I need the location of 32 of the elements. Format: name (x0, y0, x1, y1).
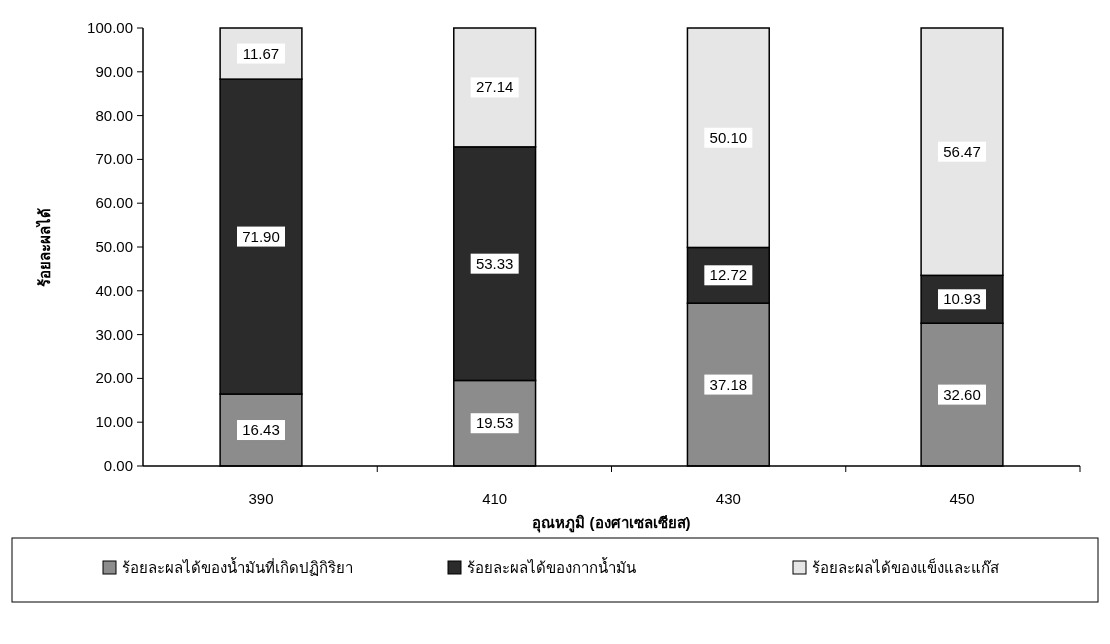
data-label: 11.67 (242, 44, 280, 62)
x-axis-title: อุณหภูมิ (องศาเซลเซียส) (532, 514, 691, 533)
x-tick-label: 390 (248, 490, 274, 507)
data-label: 37.18 (709, 375, 748, 393)
y-tick-label: 40.00 (95, 281, 133, 299)
y-axis-title: ร้อยละผลได้ (35, 207, 53, 287)
legend-label: ร้อยละผลได้ของน้ำมันที่เกิดปฏิกิริยา (122, 557, 353, 576)
y-tick-label: 0.00 (103, 457, 133, 474)
data-label: 16.43 (242, 421, 280, 439)
data-label: 12.72 (709, 266, 748, 284)
y-tick-label: 80.00 (95, 106, 133, 124)
data-label: 10.93 (943, 290, 981, 308)
data-label: 71.90 (242, 227, 280, 245)
data-label: 53.33 (475, 254, 514, 272)
y-tick-label: 100.00 (87, 19, 133, 36)
y-tick-label: 20.00 (95, 369, 133, 387)
y-tick-label: 30.00 (95, 325, 133, 343)
y-tick-label: 60.00 (95, 194, 133, 212)
data-label: 27.14 (475, 78, 514, 96)
data-label: 19.53 (475, 414, 514, 432)
x-tick-label: 410 (482, 490, 508, 507)
legend-label: ร้อยละผลได้ของแข็งและแก๊ส (812, 558, 999, 576)
y-tick-label: 10.00 (95, 413, 133, 431)
y-tick-label: 90.00 (95, 62, 133, 80)
data-label: 56.47 (943, 142, 981, 160)
data-label: 50.10 (709, 128, 748, 146)
y-tick-label: 70.00 (95, 150, 133, 168)
y-tick-label: 50.00 (95, 238, 133, 255)
x-tick-label: 430 (715, 490, 741, 507)
data-label: 32.60 (943, 385, 981, 403)
x-tick-label: 450 (949, 490, 975, 507)
legend-label: ร้อยละผลได้ของกากน้ำมัน (467, 557, 636, 576)
